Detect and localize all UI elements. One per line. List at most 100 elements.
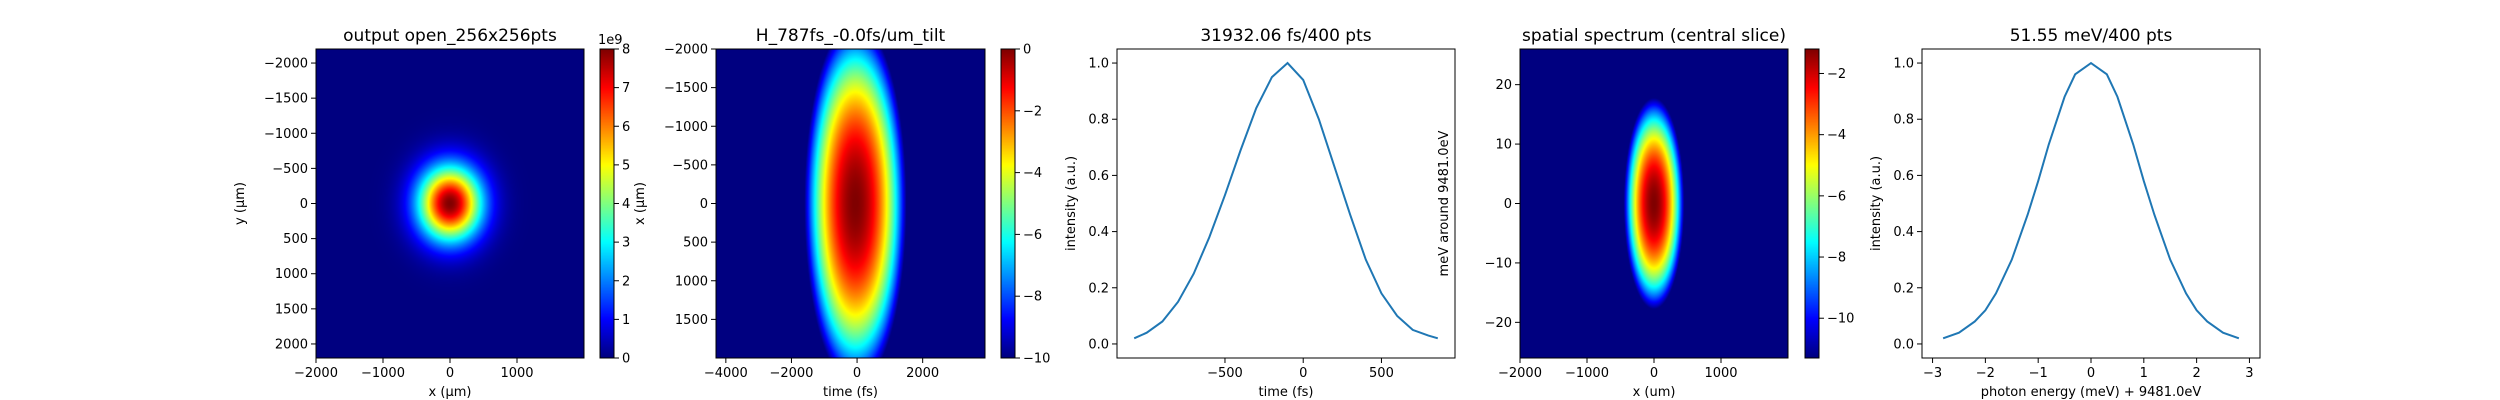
y-tick-label: 1.0	[1088, 57, 1109, 72]
colorbar-tick-label: −2	[1023, 104, 1042, 119]
colorbar-tick-label: −10	[1827, 312, 1854, 327]
x-tick-label: 0	[446, 366, 454, 381]
y-tick-label: 20	[1495, 78, 1512, 93]
y-tick-label: 0.8	[1088, 113, 1109, 128]
y-axis-label: meV around 9481.0eV	[1437, 130, 1452, 276]
y-tick-label: 1500	[275, 302, 308, 317]
x-tick-label: −2000	[769, 366, 813, 381]
heatmap-image	[716, 49, 985, 358]
y-tick-label: 1000	[675, 274, 708, 289]
x-tick-label: −4000	[704, 366, 748, 381]
x-tick-label: −2000	[1498, 366, 1542, 381]
x-tick-label: 1000	[500, 366, 533, 381]
colorbar: 0 −2 −4 −6 −8 −10	[1000, 43, 1050, 367]
x-tick-label: 1000	[1704, 366, 1737, 381]
y-tick-label: 1000	[275, 267, 308, 282]
y-tick-label: 0	[700, 197, 708, 212]
colorbar-tick-label: 7	[622, 81, 630, 96]
y-tick-label: 10	[1495, 138, 1512, 153]
y-tick-label: −10	[1485, 256, 1512, 271]
colorbar-tick-label: −8	[1023, 290, 1042, 305]
y-tick-label: −1500	[264, 92, 308, 107]
x-tick-label: 500	[1369, 366, 1394, 381]
x-tick-label: 2	[2192, 366, 2200, 381]
x-tick-label: −3	[1923, 366, 1942, 381]
y-tick-label: 0	[1504, 197, 1512, 212]
y-axis-label: x (μm)	[633, 182, 648, 225]
y-tick-label: 0.0	[1088, 337, 1109, 352]
colorbar-tick-label: 3	[622, 236, 630, 251]
y-tick-label: −20	[1485, 316, 1512, 331]
colorbar-tick-label: −2	[1827, 67, 1846, 82]
x-axis-label: x (um)	[1633, 385, 1676, 400]
x-tick-label: −500	[1207, 366, 1243, 381]
y-tick-label: 0.6	[1088, 169, 1109, 184]
y-tick-label: 2000	[275, 337, 308, 352]
y-tick-label: 0.4	[1893, 225, 1914, 240]
colorbar-tick-label: −6	[1827, 189, 1846, 204]
colorbar-exponent-label: 1e9	[598, 33, 623, 48]
x-tick-label: 1	[2140, 366, 2148, 381]
y-axis-label: intensity (a.u.)	[1064, 156, 1079, 251]
y-tick-label: −500	[672, 158, 708, 173]
colorbar-tick-label: 6	[622, 120, 630, 135]
y-axis-label: y (μm)	[233, 182, 248, 225]
x-tick-label: 0	[1299, 366, 1307, 381]
y-tick-label: 0.6	[1893, 169, 1914, 184]
x-tick-label: −1	[2029, 366, 2048, 381]
chart-title: spatial spectrum (central slice)	[1522, 26, 1786, 46]
x-axis-label: x (μm)	[429, 385, 472, 400]
colorbar-gradient	[1805, 49, 1819, 358]
y-axis-label: intensity (a.u.)	[1869, 156, 1884, 251]
y-tick-label: −2000	[664, 43, 708, 58]
colorbar-tick-label: 4	[622, 197, 630, 212]
colorbar-tick-label: 8	[622, 43, 630, 58]
heatmap-image	[316, 49, 584, 358]
y-tick-label: 1500	[675, 313, 708, 328]
series-line-1	[1942, 61, 2240, 340]
chart-title: 31932.06 fs/400 pts	[1200, 26, 1371, 46]
colorbar: −2 −4 −6 −8 −10	[1804, 48, 1854, 359]
colorbar-tick-label: 1	[622, 313, 630, 328]
y-tick-label: −1000	[664, 120, 708, 135]
colorbar-tick-label: 5	[622, 158, 630, 173]
colorbar-tick-label: −4	[1827, 128, 1846, 143]
heatmap-image	[1520, 49, 1788, 358]
chart-title: 51.55 meV/400 pts	[2010, 26, 2173, 46]
plot-frame	[1921, 48, 2261, 359]
x-axis-label: time (fs)	[1259, 385, 1314, 400]
colorbar-tick-label: 0	[1023, 43, 1031, 58]
x-tick-label: 3	[2245, 366, 2253, 381]
y-tick-label: −1000	[264, 127, 308, 142]
y-tick-label: −500	[272, 162, 308, 177]
colorbar-tick-label: −4	[1023, 166, 1042, 181]
chart-panel-4: spatial spectrum (central slice)−2000 −10…	[1437, 26, 1854, 400]
x-tick-label: −2000	[294, 366, 338, 381]
x-tick-label: 2000	[906, 366, 939, 381]
x-tick-label: 0	[1650, 366, 1658, 381]
y-tick-label: 1.0	[1893, 57, 1914, 72]
colorbar-tick-label: −10	[1023, 352, 1050, 367]
x-tick-label: −1000	[361, 366, 405, 381]
chart-panel-1: output open_256x256pts −2000 −1000 0 1000 −20…	[233, 26, 630, 400]
chart-title: output open_256x256pts	[343, 26, 557, 46]
x-tick-label: 0	[2087, 366, 2095, 381]
y-tick-label: 0	[300, 197, 308, 212]
colorbar-gradient	[600, 49, 614, 358]
colorbar-frame	[1000, 48, 1016, 359]
colorbar-tick-label: −8	[1827, 251, 1846, 266]
series-line-1	[1133, 61, 1439, 340]
y-tick-label: 0.8	[1893, 113, 1914, 128]
y-tick-label: 0.2	[1088, 281, 1109, 296]
y-tick-label: −2000	[264, 57, 308, 72]
x-tick-label: 0	[853, 366, 861, 381]
x-tick-label: −1000	[1565, 366, 1609, 381]
y-tick-label: −1500	[664, 81, 708, 96]
colorbar-frame	[1804, 48, 1820, 359]
colorbar-gradient	[1001, 49, 1015, 358]
chart-panel-3: 31932.06 fs/400 pts −500 0 500 0.0 0.2 0.4 0.6 0…	[1064, 26, 1456, 400]
x-axis-label: photon energy (meV) + 9481.0eV	[1981, 385, 2202, 400]
colorbar-tick-label: −6	[1023, 228, 1042, 243]
